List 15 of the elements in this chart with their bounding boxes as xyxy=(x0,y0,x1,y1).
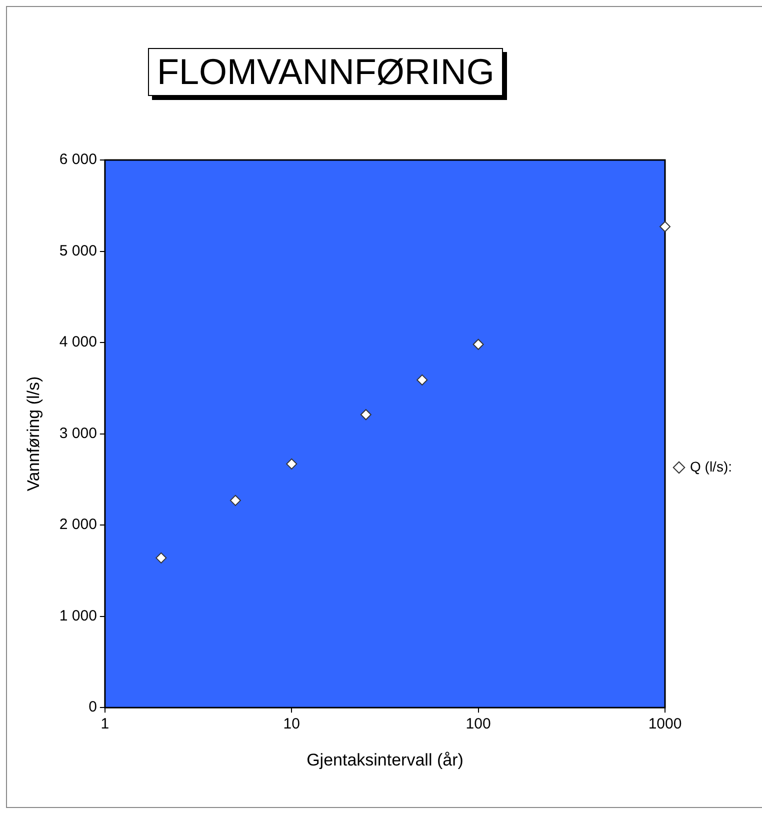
y-tick-label: 6 000 xyxy=(59,151,97,168)
x-tick-label: 100 xyxy=(466,716,491,733)
legend-label: Q (l/s): xyxy=(690,458,732,474)
y-tick-label: 3 000 xyxy=(59,424,97,442)
y-tick-label: 4 000 xyxy=(59,334,97,351)
y-tick-label: 0 xyxy=(88,698,97,716)
chart-title: FLOMVANNFØRING xyxy=(148,48,504,96)
x-tick-label: 10 xyxy=(283,716,300,733)
x-tick-label: 1 xyxy=(100,716,110,733)
x-axis-title: Gjentaksintervall (år) xyxy=(306,750,464,770)
y-tick-label: 1 000 xyxy=(59,607,97,624)
y-tick-label: 5 000 xyxy=(59,242,97,260)
x-tick-label: 1000 xyxy=(648,716,682,733)
y-axis-title: Vannføring (l/s) xyxy=(24,376,43,492)
y-tick-label: 2 000 xyxy=(59,516,97,534)
